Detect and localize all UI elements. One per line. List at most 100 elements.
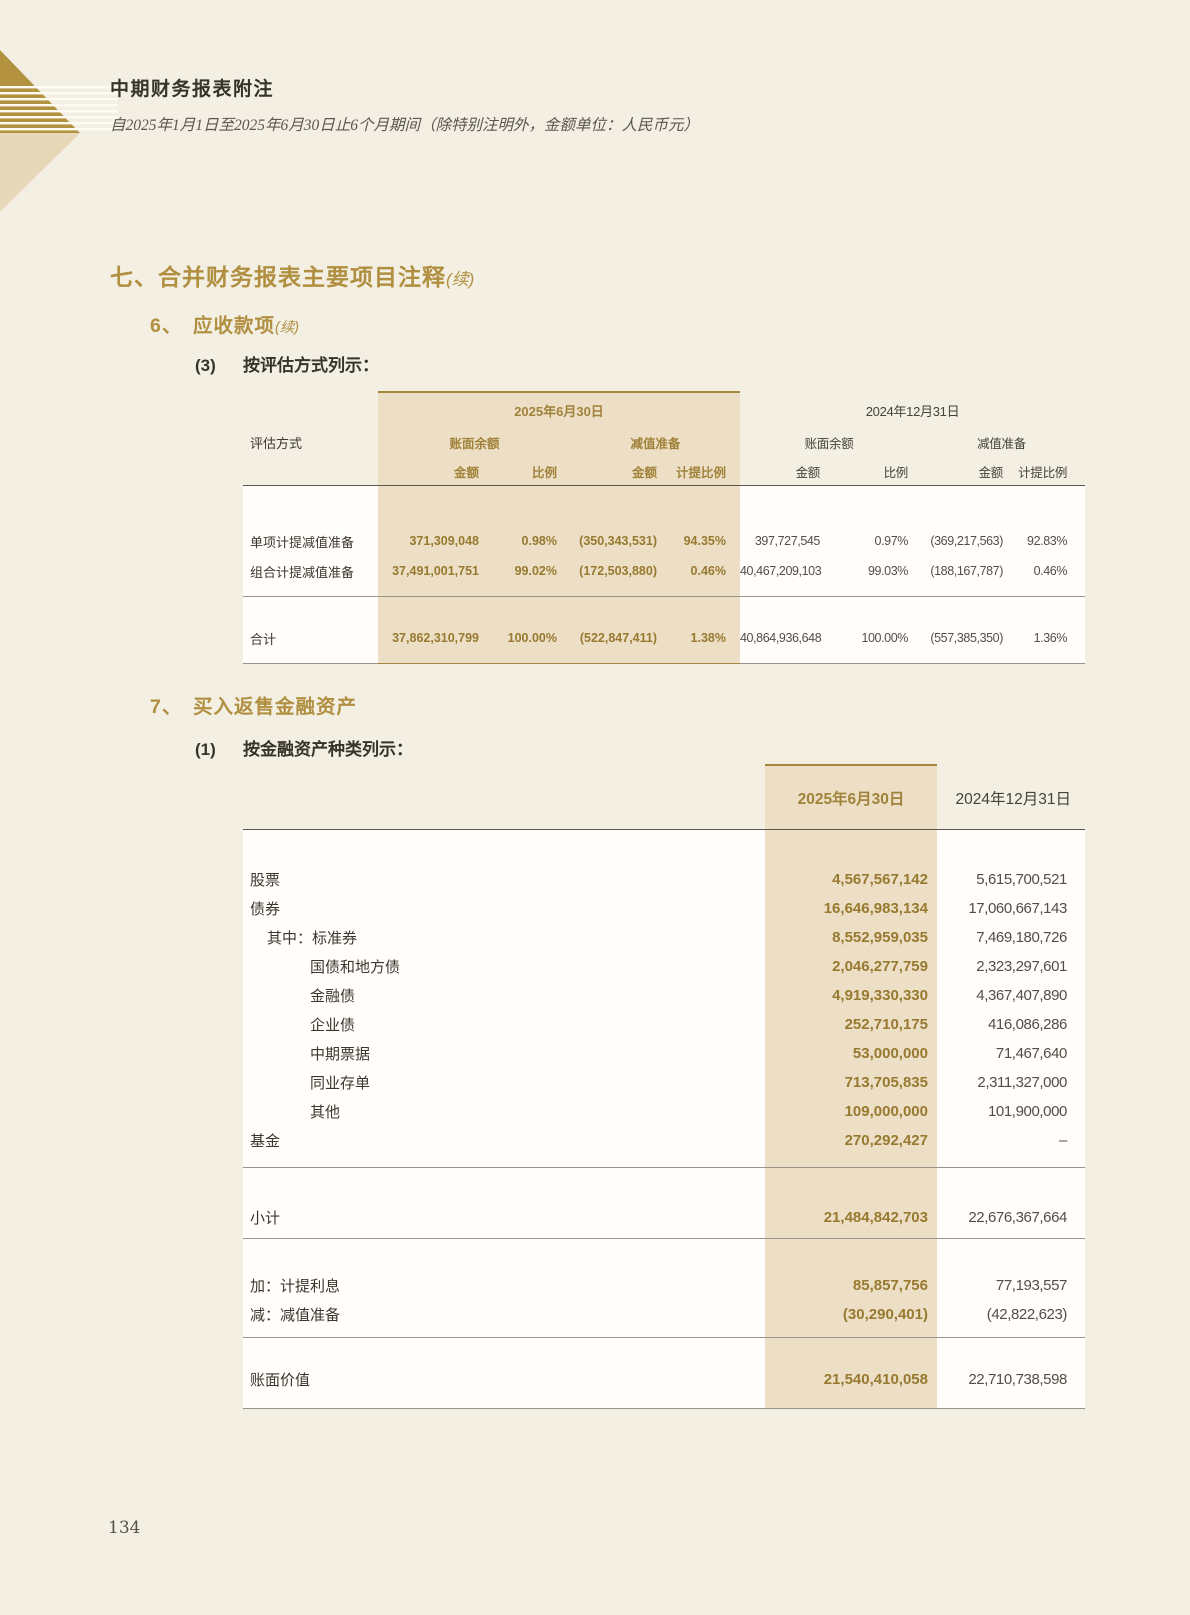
empty-cell <box>243 829 765 865</box>
empty-cell <box>243 393 378 427</box>
assess-method-label: 评估方式 <box>250 435 303 451</box>
provision-2025: (350,343,531) <box>571 526 671 556</box>
value-2025: 4,919,330,330 <box>765 981 937 1010</box>
empty-cell <box>937 829 1085 865</box>
spacer-row <box>243 1337 1085 1364</box>
value-2024: 101,900,000 <box>937 1097 1085 1126</box>
empty-cell <box>765 1155 937 1168</box>
amount-2025: 37,491,001,751 <box>378 556 493 586</box>
value-2024: 5,615,700,521 <box>937 865 1085 894</box>
empty-cell <box>765 1394 937 1409</box>
spacer-row <box>243 596 1086 623</box>
table-row: 同业存单 713,705,835 2,311,327,000 <box>243 1068 1085 1097</box>
table-row: 其中：标准券 8,552,959,035 7,469,180,726 <box>243 923 1085 952</box>
divider-row <box>243 1232 1085 1239</box>
row-label: 加：计提利息 <box>243 1271 765 1300</box>
value-2025: 21,540,410,058 <box>765 1364 937 1394</box>
empty-cell <box>378 485 493 526</box>
empty-cell <box>243 653 378 664</box>
row-label: 债券 <box>243 894 765 923</box>
row-label: 国债和地方债 <box>243 952 765 981</box>
empty-cell <box>937 1329 1085 1338</box>
value-2024: – <box>937 1126 1085 1155</box>
stripe-lines <box>0 86 118 131</box>
row-label: 股票 <box>243 865 765 894</box>
provision-ratio-2025: 1.38% <box>671 623 740 653</box>
empty-cell <box>378 586 493 597</box>
empty-cell <box>493 485 571 526</box>
ratio-2024: 100.00% <box>830 623 918 653</box>
table-row: 组合计提减值准备 37,491,001,751 99.02% (172,503,… <box>243 556 1086 586</box>
empty-cell <box>937 1232 1085 1239</box>
empty-cell <box>937 1238 1085 1271</box>
empty-cell <box>937 1167 1085 1202</box>
carrying-label: 账面价值 <box>243 1364 765 1394</box>
empty-cell <box>671 485 740 526</box>
item-number: (1) <box>195 740 216 759</box>
amount-2025: 371,309,048 <box>378 526 493 556</box>
empty-cell <box>243 586 378 597</box>
empty-cell <box>378 596 493 623</box>
empty-cell <box>243 485 378 526</box>
table-row-groups: 评估方式 账面余额 减值准备 账面余额 减值准备 <box>243 427 1085 457</box>
empty-cell <box>243 1167 765 1202</box>
section-title: 应收款项 <box>193 315 276 337</box>
value-2024: 22,676,367,664 <box>937 1202 1085 1232</box>
value-2025: 252,710,175 <box>765 1010 937 1039</box>
empty-cell <box>918 653 1013 664</box>
amount-2024: 40,467,209,103 <box>740 556 830 586</box>
provision-2025: (522,847,411) <box>571 623 671 653</box>
provision-ratio-2024: 0.46% <box>1013 556 1086 586</box>
group-header: 减值准备 <box>977 436 1026 451</box>
divider-row <box>243 1329 1085 1338</box>
empty-cell <box>830 485 918 526</box>
table-bottom-border <box>243 1394 1085 1409</box>
value-2024: 71,467,640 <box>937 1039 1085 1068</box>
value-2025: 2,046,277,759 <box>765 952 937 981</box>
empty-cell <box>493 586 571 597</box>
row-label: 其中：标准券 <box>243 923 765 952</box>
gold-accent-line <box>378 391 740 393</box>
empty-cell <box>378 653 493 664</box>
empty-cell <box>765 1337 937 1364</box>
empty-cell <box>243 457 378 486</box>
table-row: 债券 16,646,983,134 17,060,667,143 <box>243 894 1085 923</box>
empty-cell <box>740 596 830 623</box>
empty-cell <box>243 1337 765 1364</box>
empty-cell <box>830 653 918 664</box>
row-label: 组合计提减值准备 <box>243 556 378 586</box>
column-date-2025: 2025年6月30日 <box>765 766 937 830</box>
amount-2025: 37,862,310,799 <box>378 623 493 653</box>
subtotal-label: 小计 <box>243 1202 765 1232</box>
total-label: 合计 <box>243 623 378 653</box>
value-2025: 4,567,567,142 <box>765 865 937 894</box>
table-row: 金融债 4,919,330,330 4,367,407,890 <box>243 981 1085 1010</box>
less-impairment-row: 减：减值准备 (30,290,401) (42,822,623) <box>243 1300 1085 1329</box>
empty-cell <box>493 653 571 664</box>
empty-cell <box>765 1232 937 1239</box>
row-label: 同业存单 <box>243 1068 765 1097</box>
empty-cell <box>571 653 671 664</box>
empty-cell <box>830 586 918 597</box>
ratio-2025: 99.02% <box>493 556 571 586</box>
table-row: 单项计提减值准备 371,309,048 0.98% (350,343,531)… <box>243 526 1086 556</box>
group-header: 账面余额 <box>378 427 571 457</box>
value-2024: 17,060,667,143 <box>937 894 1085 923</box>
table-bottom-border <box>243 653 1086 664</box>
provision-2024: (557,385,350) <box>918 623 1013 653</box>
sub-header: 计提比例 <box>671 457 740 486</box>
empty-cell <box>243 1238 765 1271</box>
table-row: 其他 109,000,000 101,900,000 <box>243 1097 1085 1126</box>
section-heading-repo-assets: 7、 买入返售金融资产 <box>150 690 357 719</box>
value-2025: 109,000,000 <box>765 1097 937 1126</box>
empty-cell <box>740 586 830 597</box>
section-title: 合并财务报表主要项目注释 <box>158 264 446 290</box>
value-2024: 7,469,180,726 <box>937 923 1085 952</box>
amount-2024: 40,864,936,648 <box>740 623 830 653</box>
empty-cell <box>243 1394 765 1409</box>
value-2025: (30,290,401) <box>765 1300 937 1329</box>
sub-header: 金额 <box>571 457 671 486</box>
spacer-row <box>243 1167 1085 1202</box>
value-2025: 16,646,983,134 <box>765 894 937 923</box>
row-label: 基金 <box>243 1126 765 1155</box>
